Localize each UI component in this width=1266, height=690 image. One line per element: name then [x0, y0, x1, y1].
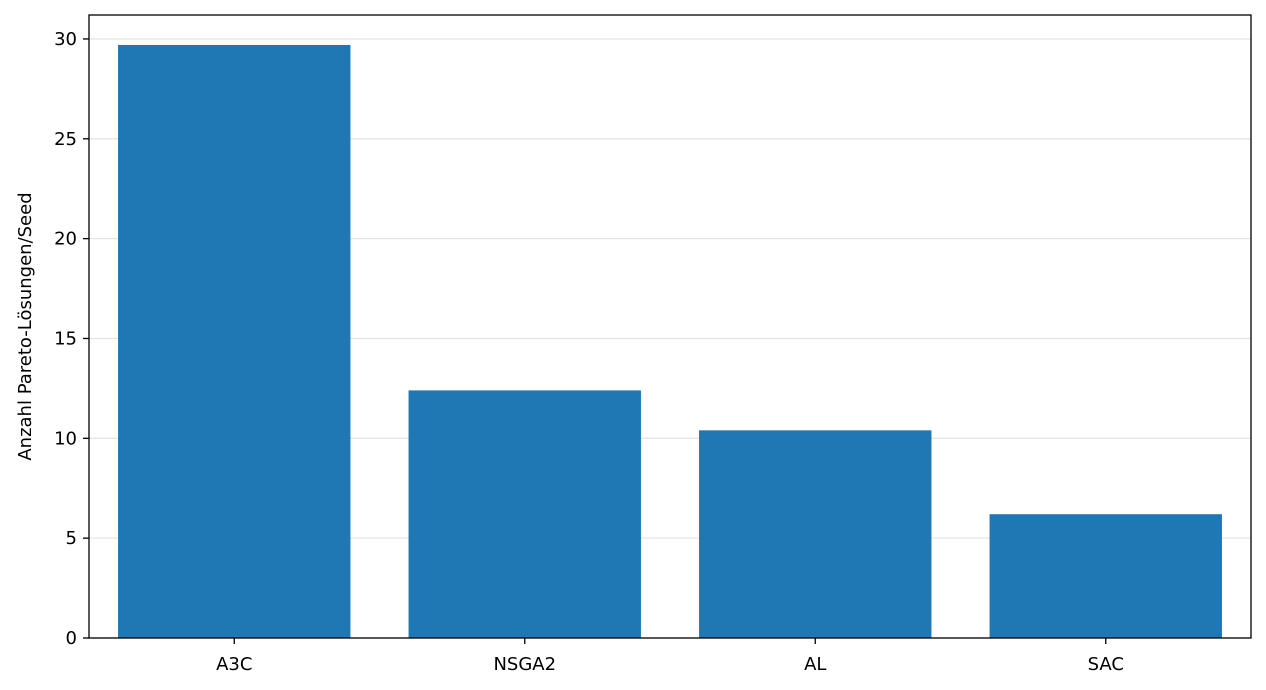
y-axis-ticks: 0 5 10 15 20 25 30 — [54, 29, 89, 649]
y-tick-label: 0 — [66, 628, 77, 649]
x-tick-label: SAC — [1088, 654, 1124, 675]
y-axis-label: Anzahl Pareto-Lösungen/Seed — [15, 192, 36, 460]
x-tick-label: AL — [804, 654, 826, 675]
plot-frame — [88, 14, 1252, 639]
bar-sac — [989, 514, 1222, 638]
bar-al — [699, 430, 932, 638]
y-tick-label: 20 — [54, 229, 77, 250]
y-tick-label: 15 — [54, 328, 77, 349]
x-tick-label: NSGA2 — [493, 654, 556, 675]
y-tick-label: 30 — [54, 29, 77, 50]
bar-nsga2 — [408, 390, 641, 638]
y-tick-label: 5 — [66, 528, 77, 549]
x-tick-label: A3C — [216, 654, 252, 675]
y-tick-label: 10 — [54, 428, 77, 449]
x-axis-ticks: A3C NSGA2 AL SAC — [216, 638, 1124, 675]
bar-a3c — [118, 44, 351, 639]
y-tick-label: 25 — [54, 129, 77, 150]
bars — [118, 44, 1222, 639]
